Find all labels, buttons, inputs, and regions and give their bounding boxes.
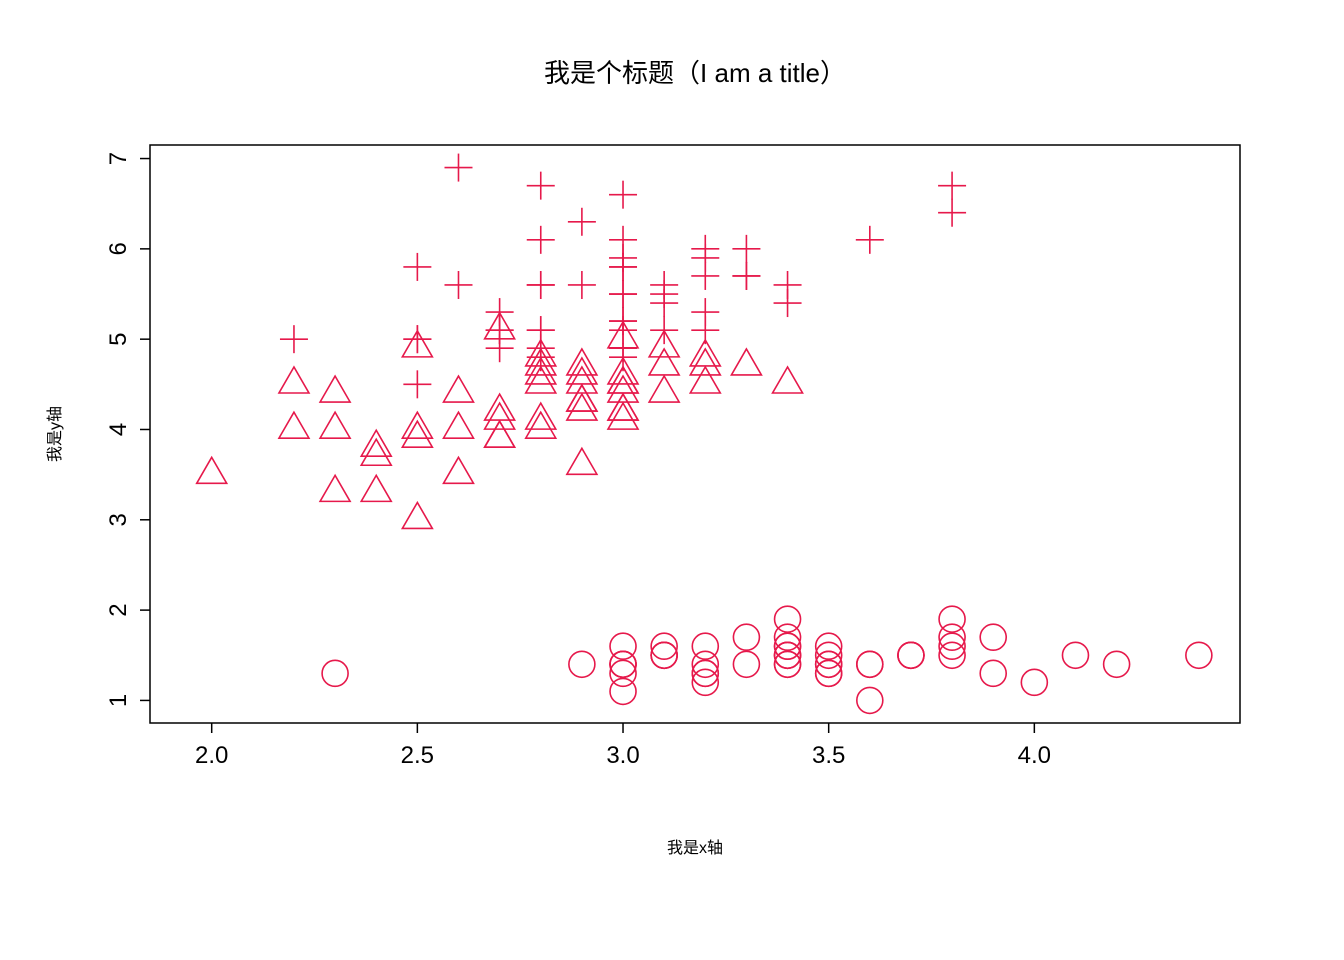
chart-title: 我是个标题（I am a title） <box>544 58 846 88</box>
y-tick-label: 3 <box>105 513 132 526</box>
y-tick-label: 5 <box>105 332 132 345</box>
x-tick-label: 2.5 <box>401 742 434 769</box>
x-tick-label: 3.0 <box>606 742 639 769</box>
x-axis-label: 我是x轴 <box>667 839 723 857</box>
y-tick-label: 7 <box>105 152 132 165</box>
y-tick-label: 6 <box>105 242 132 255</box>
scatter-plot: 我是个标题（I am a title） 2.0 2.5 3.0 3.5 4.0 1 2 3 4 5 6… <box>0 0 1344 960</box>
y-tick-label: 2 <box>105 603 132 616</box>
y-tick-label: 1 <box>105 694 132 707</box>
y-axis-label: 我是y轴 <box>46 406 64 462</box>
x-tick-label: 4.0 <box>1018 742 1051 769</box>
x-tick-label: 3.5 <box>812 742 845 769</box>
y-tick-label: 4 <box>105 423 132 436</box>
x-tick-label: 2.0 <box>195 742 228 769</box>
